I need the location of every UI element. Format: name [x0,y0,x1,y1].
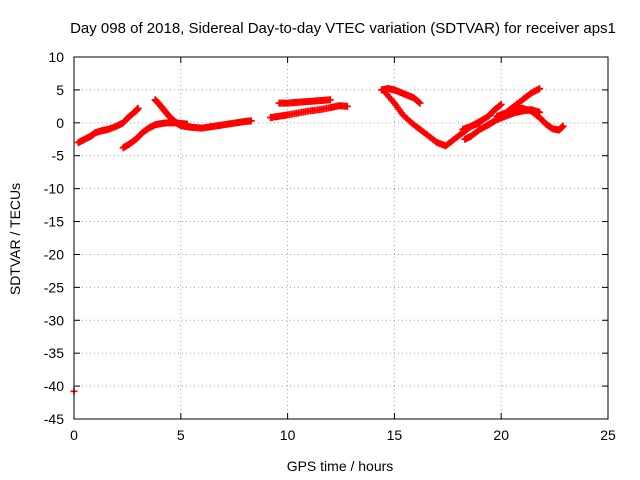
y-tick-label: -5 [52,148,65,164]
x-tick-label: 20 [493,427,509,443]
y-tick-label: -45 [44,411,64,427]
data-point-marker [416,99,424,107]
axis-ticks: 0 5 10 15 20 25 10 5 0 -5 -10 -15 -20 -25 -30 -35 -40 -45 [44,49,616,443]
y-tick-label: -30 [44,312,64,328]
y-tick-label: -20 [44,246,64,262]
data-point-marker [497,100,505,108]
y-tick-label: 0 [56,115,64,131]
y-tick-label: 5 [56,82,64,98]
data-points [70,85,567,395]
data-point-marker [247,117,255,125]
data-point-marker [343,102,351,110]
data-point-marker [496,101,504,109]
data-point-marker [415,98,423,106]
plot-frame [73,56,609,420]
x-tick-label: 15 [387,427,403,443]
chart-title: Day 098 of 2018, Sidereal Day-to-day VTE… [70,20,616,37]
x-tick-label: 5 [177,427,185,443]
x-axis-label: GPS time / hours [287,458,394,474]
y-tick-label: -35 [44,345,64,361]
data-point-marker [536,85,544,93]
y-tick-label: -25 [44,279,64,295]
y-tick-label: -40 [44,378,64,394]
data-point-marker [326,96,334,104]
y-tick-label: 10 [48,49,64,65]
data-point-marker [134,104,142,112]
data-point-marker [559,122,567,130]
x-tick-label: 0 [70,427,78,443]
y-tick-label: -10 [44,181,64,197]
x-tick-label: 10 [280,427,296,443]
y-axis-label: SDTVAR / TECUs [7,183,23,295]
x-tick-label: 25 [600,427,616,443]
y-tick-label: -15 [44,214,64,230]
